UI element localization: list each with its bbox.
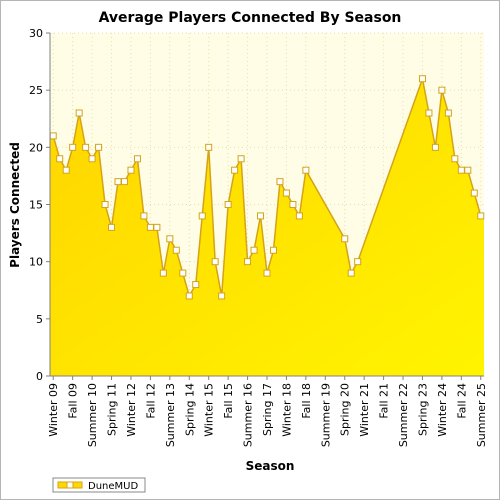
- data-point: [282, 189, 290, 197]
- data-point: [153, 223, 161, 231]
- data-point: [354, 258, 362, 266]
- data-point: [146, 223, 154, 231]
- x-tick-label: Fall 21: [378, 383, 391, 419]
- data-point: [95, 143, 103, 151]
- data-point: [108, 223, 116, 231]
- legend: DuneMUD: [52, 477, 146, 493]
- data-point: [464, 166, 472, 174]
- data-point: [341, 235, 349, 243]
- x-tick-label: Spring 20: [339, 383, 352, 436]
- chart-title: Average Players Connected By Season: [99, 10, 402, 26]
- data-point: [69, 143, 77, 151]
- x-tick-label: Summer 19: [319, 383, 332, 447]
- data-point: [101, 201, 109, 208]
- data-point: [451, 155, 459, 163]
- data-point: [224, 201, 232, 208]
- x-tick-label: Fall 15: [222, 383, 235, 419]
- data-point: [295, 212, 303, 220]
- data-point: [205, 143, 213, 151]
- x-tick-label: Spring 23: [416, 383, 429, 436]
- data-point: [75, 109, 83, 117]
- x-tick-label: Fall 09: [67, 383, 80, 419]
- y-tick-label: 5: [36, 313, 43, 326]
- data-point: [438, 86, 446, 94]
- x-axis-title: Season: [246, 459, 295, 473]
- data-point: [62, 166, 70, 174]
- data-point: [179, 269, 187, 277]
- data-point: [49, 132, 57, 140]
- legend-marker: [66, 481, 74, 489]
- data-point: [114, 178, 122, 186]
- x-tick-label: Summer 22: [397, 383, 410, 447]
- x-tick-label: Summer 16: [242, 383, 255, 447]
- data-point: [477, 212, 485, 220]
- data-point: [237, 155, 245, 163]
- data-point: [82, 143, 90, 151]
- data-point: [56, 155, 64, 163]
- x-tick-label: Winter 18: [280, 383, 293, 437]
- x-tick-label: Summer 13: [164, 383, 177, 447]
- x-tick-label: Winter 24: [436, 383, 449, 437]
- x-tick-label: Winter 09: [47, 383, 60, 437]
- x-tick-label: Summer 10: [86, 383, 99, 447]
- data-point: [231, 166, 239, 174]
- data-point: [302, 166, 310, 174]
- data-point: [425, 109, 433, 117]
- data-point: [185, 292, 193, 300]
- data-point: [418, 75, 426, 83]
- axes: 0 5 10 15 20 25 30 Winter 09 Fall 09 Summer 10 Spr…: [29, 27, 488, 447]
- x-tick-label: Spring 14: [183, 383, 196, 436]
- data-point: [198, 212, 206, 220]
- data-point: [159, 269, 167, 277]
- data-point: [444, 109, 452, 117]
- x-tick-label: Summer 25: [475, 383, 488, 447]
- data-point: [140, 212, 148, 220]
- data-point: [250, 246, 258, 254]
- y-tick-label: 30: [29, 27, 43, 40]
- data-point: [276, 178, 284, 186]
- y-tick-label: 10: [29, 256, 43, 269]
- data-point: [457, 166, 465, 174]
- data-point: [133, 155, 141, 163]
- x-tick-label: Spring 11: [106, 383, 119, 436]
- x-tick-label: Fall 12: [144, 383, 157, 419]
- series-area: [50, 78, 484, 376]
- data-point: [470, 189, 478, 197]
- data-point: [263, 269, 271, 277]
- data-point: [244, 258, 252, 266]
- data-point: [192, 281, 200, 289]
- y-axis-title: Players Connected: [8, 142, 22, 268]
- x-tick-label: Spring 17: [261, 383, 274, 436]
- x-tick-label: Winter 12: [125, 383, 138, 437]
- data-point: [289, 201, 297, 208]
- data-point: [218, 292, 226, 300]
- x-tick-label: Fall 24: [455, 383, 468, 419]
- y-tick-label: 15: [29, 199, 43, 212]
- data-point: [120, 178, 128, 186]
- y-tick-label: 20: [29, 141, 43, 154]
- y-tick-label: 0: [36, 370, 43, 383]
- data-point: [166, 235, 174, 243]
- data-point: [88, 155, 96, 163]
- data-point: [269, 246, 277, 254]
- y-tick-label: 25: [29, 84, 43, 97]
- data-point: [431, 143, 439, 151]
- x-tick-label: Fall 18: [300, 383, 313, 419]
- data-point: [257, 212, 265, 220]
- x-tick-label: Winter 15: [203, 383, 216, 437]
- marker-layer: [49, 75, 485, 300]
- data-point: [172, 246, 180, 254]
- data-point: [347, 269, 355, 277]
- data-point: [211, 258, 219, 266]
- legend-label: DuneMUD: [88, 481, 138, 492]
- data-point: [127, 166, 135, 174]
- x-tick-label: Winter 21: [358, 383, 371, 437]
